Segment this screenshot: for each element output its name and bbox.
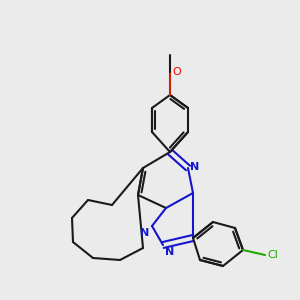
Text: N: N (140, 228, 149, 238)
Text: N: N (190, 162, 199, 172)
Text: N: N (165, 247, 174, 257)
Text: O: O (172, 67, 181, 77)
Text: Cl: Cl (267, 250, 278, 260)
